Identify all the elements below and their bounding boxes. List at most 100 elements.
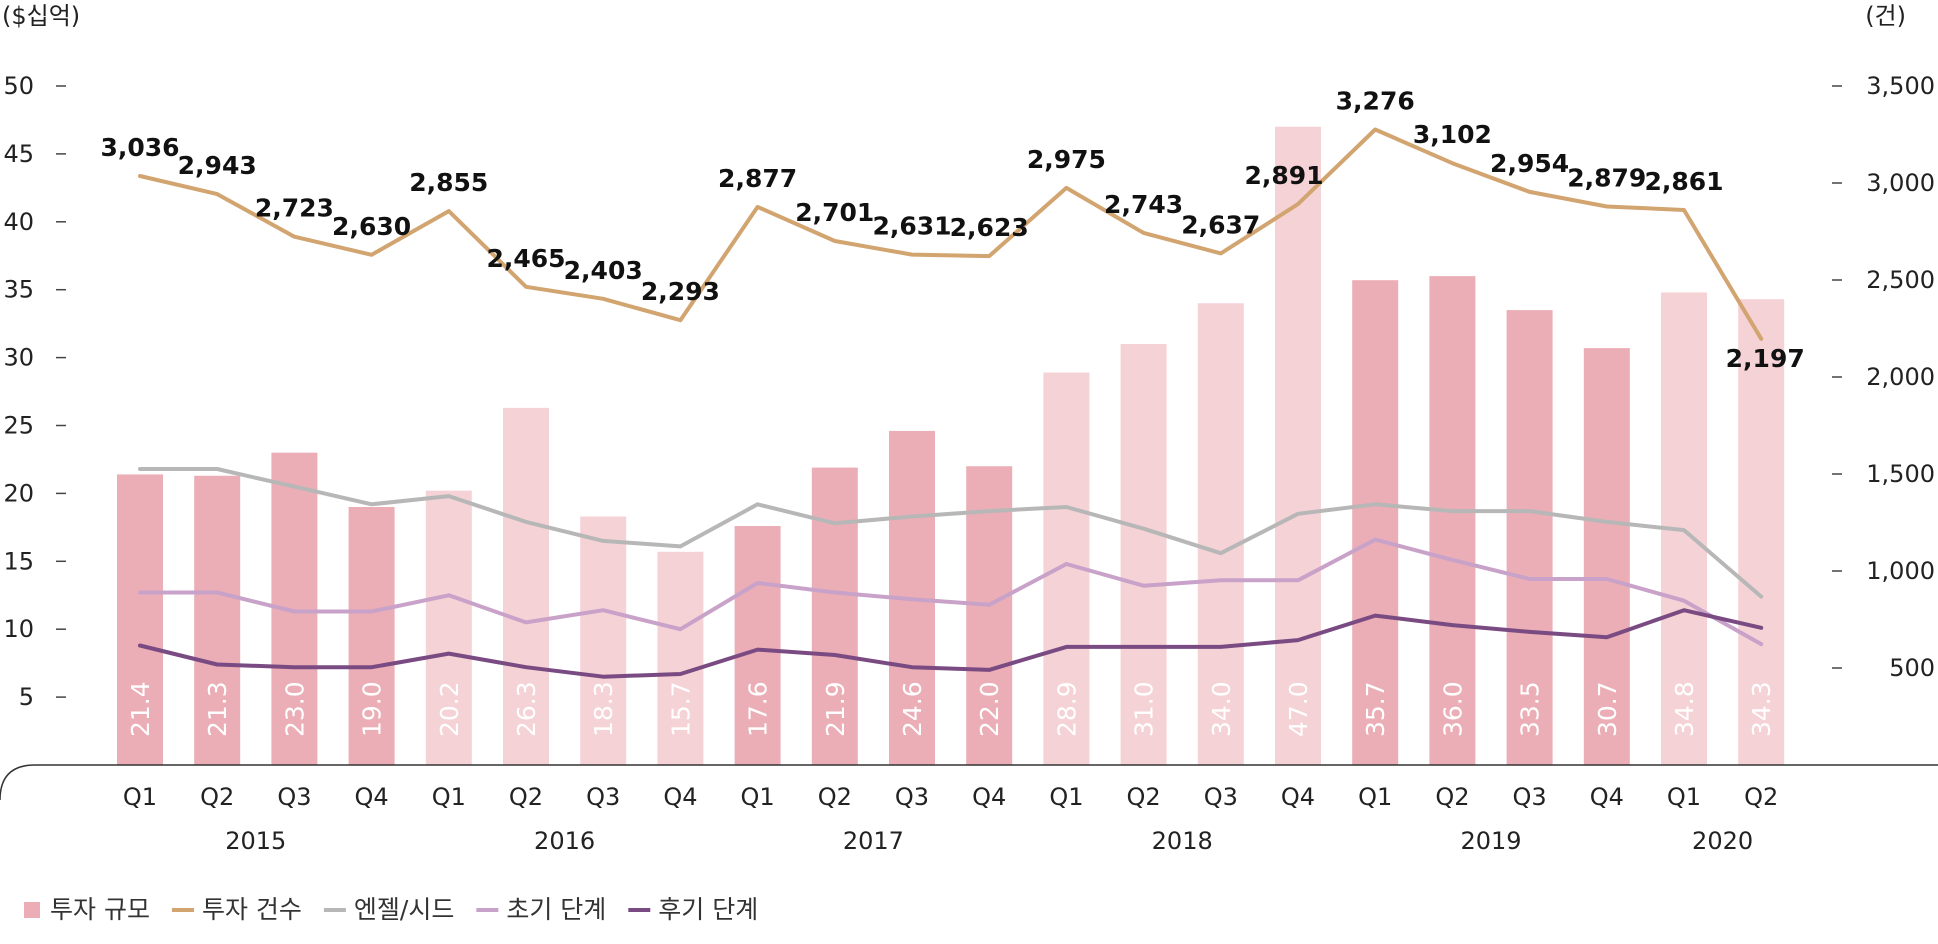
left-tick-label: 15 xyxy=(3,547,34,575)
bar-value-label: 36.0 xyxy=(1438,681,1467,737)
bar-value-label: 18.3 xyxy=(589,681,618,737)
bar-value-label: 24.6 xyxy=(898,681,927,737)
count-value-label: 2,403 xyxy=(564,256,643,285)
left-tick-label: 50 xyxy=(3,72,34,100)
count-value-label: 2,197 xyxy=(1726,344,1805,373)
x-tick-label: Q4 xyxy=(663,783,697,811)
bar xyxy=(1429,276,1476,765)
right-tick-label: 1,000 xyxy=(1866,557,1935,585)
left-tick-label: 25 xyxy=(3,412,34,440)
bar-value-label: 33.5 xyxy=(1516,681,1545,737)
count-value-label: 2,975 xyxy=(1027,145,1106,174)
right-tick-label: 3,000 xyxy=(1866,169,1935,197)
x-axis: Q1 Q2 Q3 Q4 Q1 Q2 Q3 Q4 Q1 Q2 Q3 Q4 Q1 Q2 Q3 Q4 Q1 Q2 Q3 Q4… xyxy=(0,764,1938,855)
bar-value-label: 35.7 xyxy=(1361,681,1390,737)
count-value-label: 2,855 xyxy=(409,168,488,197)
x-tick-label: Q1 xyxy=(123,783,157,811)
count-value-label: 2,954 xyxy=(1490,149,1569,178)
count-value-label: 2,879 xyxy=(1567,163,1646,192)
count-value-label: 2,293 xyxy=(641,277,720,306)
count-value-label: 2,877 xyxy=(718,164,797,193)
count-value-label: 3,036 xyxy=(100,133,179,162)
legend-label: 엔젤/시드 xyxy=(354,895,454,924)
left-tick-label: 5 xyxy=(19,683,34,711)
bar-value-label: 23.0 xyxy=(280,681,309,737)
left-tick-label: 10 xyxy=(3,615,34,643)
x-tick-label: Q1 xyxy=(1358,783,1392,811)
x-tick-label: Q2 xyxy=(200,783,234,811)
year-label: 2016 xyxy=(534,827,595,855)
series-line xyxy=(138,608,1764,679)
x-tick-label: Q3 xyxy=(1204,783,1238,811)
bar xyxy=(1275,126,1321,766)
x-tick-label: Q4 xyxy=(1281,783,1315,811)
legend-label: 후기 단계 xyxy=(658,895,758,924)
x-tick-label: Q3 xyxy=(586,783,620,811)
year-label: 2018 xyxy=(1152,827,1213,855)
year-label: 2019 xyxy=(1460,827,1521,855)
bar-value-label: 15.7 xyxy=(666,681,695,737)
left-tick-label: 35 xyxy=(3,276,34,304)
legend-label: 투자 규모 xyxy=(50,895,150,924)
count-value-label: 3,102 xyxy=(1413,120,1492,149)
bar xyxy=(734,525,781,765)
legend-label: 투자 건수 xyxy=(202,895,302,924)
bar-value-label: 34.8 xyxy=(1670,681,1699,737)
bar xyxy=(1738,299,1785,765)
x-tick-label: Q1 xyxy=(1049,783,1083,811)
bar xyxy=(194,475,241,765)
x-tick-label: Q2 xyxy=(1127,783,1161,811)
count-value-label: 2,943 xyxy=(178,151,257,180)
bar xyxy=(657,551,704,765)
x-tick-label: Q1 xyxy=(432,783,466,811)
bar xyxy=(1120,344,1167,765)
x-axis-line xyxy=(0,764,1938,801)
bar xyxy=(1352,280,1399,765)
left-tick-label: 40 xyxy=(3,208,34,236)
bar xyxy=(580,516,627,765)
right-tick-label: 2,000 xyxy=(1866,363,1935,391)
count-value-label: 2,637 xyxy=(1181,210,1260,239)
count-value-label: 2,631 xyxy=(872,212,951,241)
count-value-label: 2,743 xyxy=(1104,190,1183,219)
right-tick-label: 500 xyxy=(1889,654,1935,682)
right-tick-label: 2,500 xyxy=(1866,266,1935,294)
year-label: 2015 xyxy=(225,827,286,855)
x-tick-label: Q2 xyxy=(1435,783,1469,811)
data-labels: 21.4 21.3 23.0 19.0 20.2 26.3 18.3 15.7 17.6 21.9… xyxy=(100,86,1804,737)
bar xyxy=(425,490,472,765)
count-value-label: 2,630 xyxy=(332,212,411,241)
count-value-label: 3,276 xyxy=(1336,86,1415,115)
series-lines xyxy=(138,127,1764,679)
bar-value-label: 31.0 xyxy=(1130,681,1159,737)
left-axis-unit: ($십억) xyxy=(2,2,80,30)
left-tick-label: 45 xyxy=(3,140,34,168)
series-line xyxy=(138,537,1764,647)
bar xyxy=(811,467,858,765)
legend: 투자 규모 투자 건수 엔젤/시드 초기 단계 후기 단계 xyxy=(24,895,758,924)
x-tick-label: Q1 xyxy=(1667,783,1701,811)
count-value-label: 2,891 xyxy=(1244,161,1323,190)
x-tick-label: Q1 xyxy=(741,783,775,811)
x-tick-label: Q2 xyxy=(509,783,543,811)
bar-value-label: 22.0 xyxy=(975,681,1004,737)
axes: ($십억) (건) 5 10 15 20 25 30 35 40 45 50 500 1,000 1,500… xyxy=(2,2,1935,711)
legend-label: 초기 단계 xyxy=(506,895,606,924)
count-value-label: 2,623 xyxy=(950,213,1029,242)
bar-value-label: 30.7 xyxy=(1593,681,1622,737)
bar xyxy=(1506,310,1553,765)
bar xyxy=(966,466,1013,765)
count-value-label: 2,465 xyxy=(486,244,565,273)
right-tick-label: 3,500 xyxy=(1866,72,1935,100)
year-label: 2017 xyxy=(843,827,904,855)
bar-value-label: 19.0 xyxy=(358,681,387,737)
x-tick-label: Q3 xyxy=(1513,783,1547,811)
x-tick-label: Q4 xyxy=(355,783,389,811)
count-value-label: 2,701 xyxy=(795,198,874,227)
bar-value-label: 21.3 xyxy=(203,681,232,737)
right-tick-label: 1,500 xyxy=(1866,460,1935,488)
bar-value-label: 21.4 xyxy=(126,681,155,737)
bar-value-label: 17.6 xyxy=(744,681,773,737)
bar xyxy=(1583,348,1630,765)
